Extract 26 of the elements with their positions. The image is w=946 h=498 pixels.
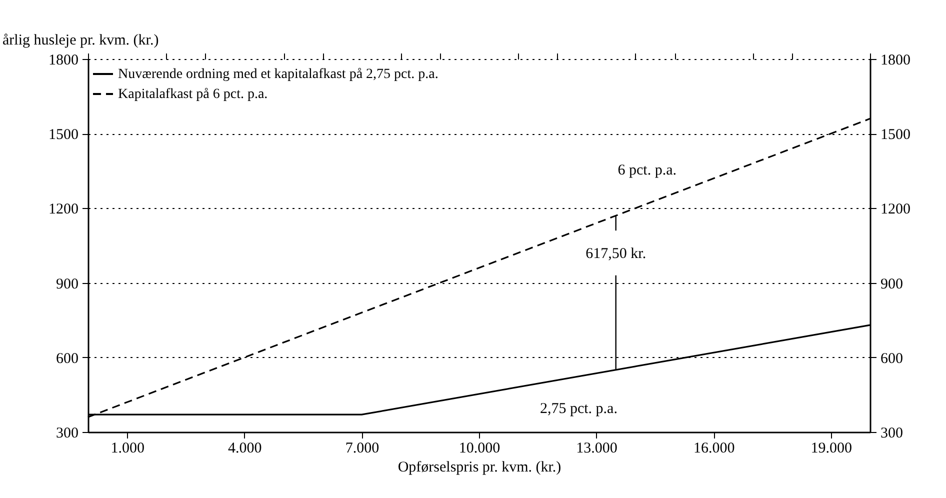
y-tick-label: 600	[56, 350, 78, 367]
x-tick-label: 7.000	[345, 440, 380, 456]
y2-tick-label: 300	[880, 426, 903, 442]
y-axis-title: årlig husleje pr. kvm. (kr.)	[2, 32, 159, 48]
y-tick-label: 300	[56, 426, 78, 442]
legend-label: Nuværende ordning med et kapitalafkast på 2,75 pct. p.a.	[118, 67, 438, 82]
y2-tick-label: 900	[880, 276, 903, 292]
x-tick-label: 4.000	[228, 440, 262, 456]
annotation: 2,75 pct. p.a.	[540, 401, 618, 418]
x-tick-label: 10.000	[458, 440, 500, 456]
legend-label: Kapitalafkast på 6 pct. p.a.	[118, 87, 268, 102]
x-axis-title: Opførselspris pr. kvm. (kr.)	[398, 460, 562, 476]
y-tick-label: 1500	[48, 127, 78, 144]
y-tick-label: 1200	[48, 202, 78, 218]
y2-tick-label: 1200	[880, 202, 910, 218]
y2-tick-label: 1800	[880, 52, 910, 68]
annotation: 617,50 kr.	[586, 246, 646, 262]
y2-tick-label: 600	[880, 350, 903, 367]
x-tick-label: 1.000	[110, 440, 144, 456]
annotation: 6 pct. p.a.	[618, 162, 676, 179]
x-tick-label: 13.000	[576, 440, 618, 456]
x-tick-label: 16.000	[693, 440, 735, 456]
y-tick-label: 900	[56, 276, 78, 292]
y2-tick-label: 1500	[880, 127, 910, 144]
y-tick-label: 1800	[48, 52, 78, 68]
x-tick-label: 19.000	[810, 440, 852, 456]
